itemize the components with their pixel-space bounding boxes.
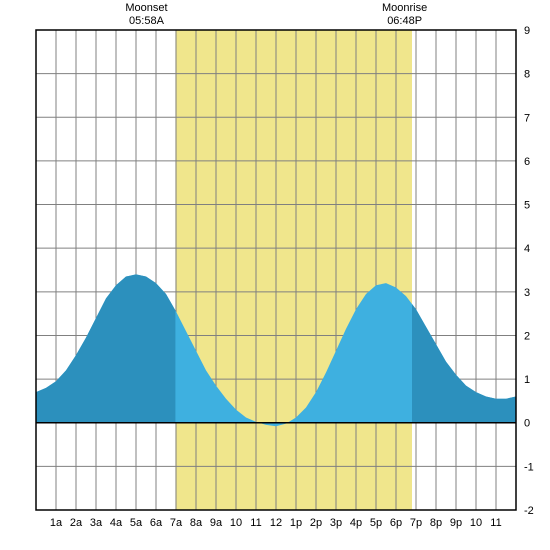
svg-text:1a: 1a [50,517,63,529]
svg-text:-2: -2 [524,505,534,517]
svg-text:3p: 3p [330,517,342,529]
svg-text:9a: 9a [210,517,223,529]
tide-chart: -2-101234567891a2a3a4a5a6a7a8a9a1011121p… [0,0,550,550]
svg-text:6: 6 [524,156,530,168]
svg-text:3: 3 [524,287,530,299]
svg-text:5a: 5a [130,517,143,529]
svg-text:10: 10 [470,517,482,529]
svg-text:9: 9 [524,25,530,37]
svg-text:10: 10 [230,517,242,529]
svg-text:7p: 7p [410,517,422,529]
svg-text:4: 4 [524,243,530,255]
svg-text:4p: 4p [350,517,362,529]
svg-text:6p: 6p [390,517,402,529]
moonset-title: Moonset [125,2,167,15]
svg-text:8p: 8p [430,517,442,529]
svg-text:11: 11 [490,517,501,529]
moonset-time: 05:58A [125,15,167,28]
svg-text:8a: 8a [190,517,203,529]
svg-text:1p: 1p [290,517,302,529]
svg-text:7: 7 [524,112,530,124]
svg-text:6a: 6a [150,517,163,529]
svg-text:5: 5 [524,200,530,212]
svg-text:11: 11 [250,517,261,529]
svg-text:2a: 2a [70,517,83,529]
svg-text:0: 0 [524,418,530,430]
moonrise-annotation: Moonrise 06:48P [382,2,427,28]
svg-text:8: 8 [524,69,530,81]
svg-text:3a: 3a [90,517,103,529]
svg-text:7a: 7a [170,517,183,529]
svg-text:1: 1 [524,374,530,386]
svg-text:5p: 5p [370,517,382,529]
chart-svg: -2-101234567891a2a3a4a5a6a7a8a9a1011121p… [0,0,550,550]
moonrise-title: Moonrise [382,2,427,15]
moonset-annotation: Moonset 05:58A [125,2,167,28]
svg-text:2p: 2p [310,517,322,529]
svg-text:9p: 9p [450,517,462,529]
moonrise-time: 06:48P [382,15,427,28]
svg-text:-1: -1 [524,461,534,473]
svg-text:2: 2 [524,330,530,342]
svg-text:4a: 4a [110,517,123,529]
svg-text:12: 12 [270,517,282,529]
